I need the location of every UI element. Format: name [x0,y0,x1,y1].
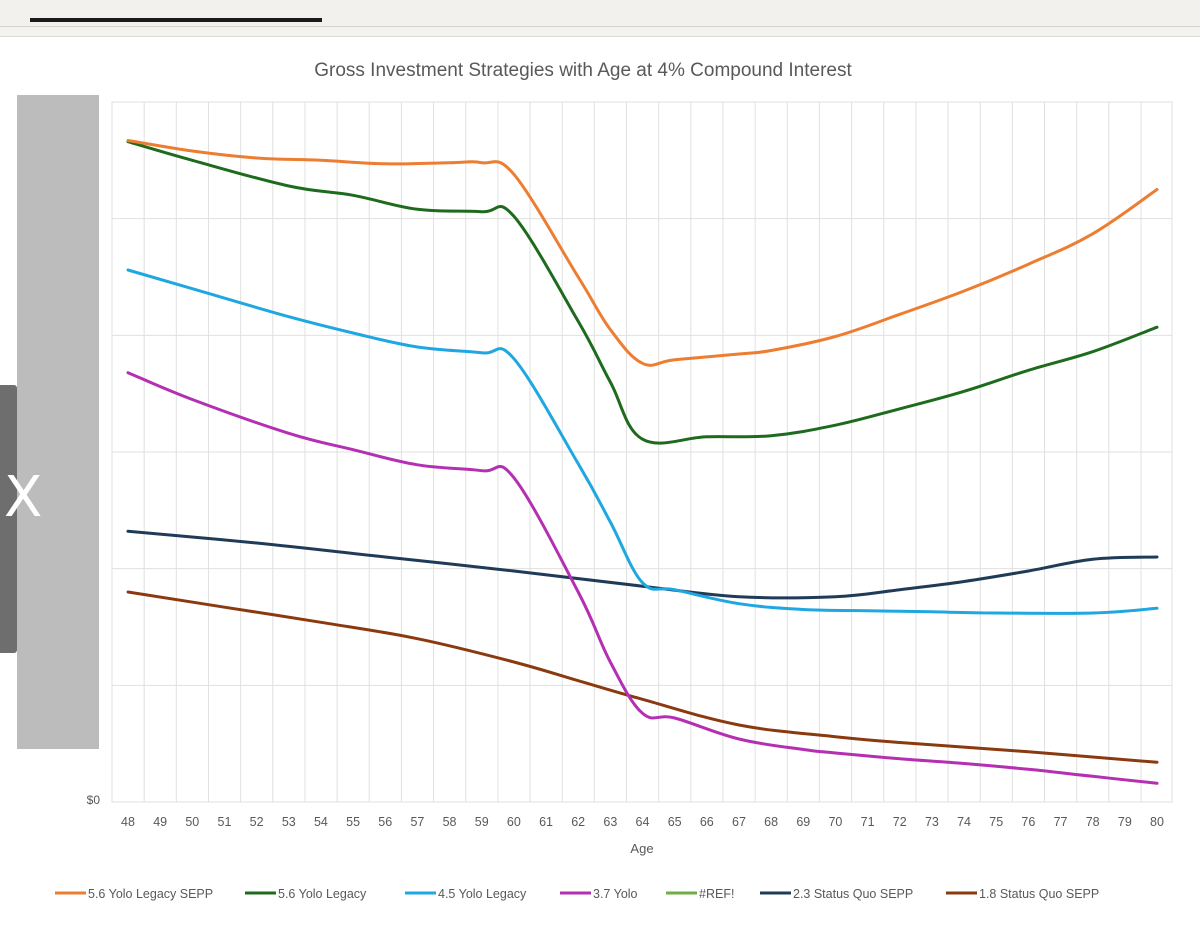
legend: 5.6 Yolo Legacy SEPP 5.6 Yolo Legacy 4.5 Y… [55,887,1099,901]
series-line-4-5-yolo-legacy [126,268,1159,615]
chart-title: Gross Investment Strategies with Age at … [314,60,852,81]
series-line-2-3-status-quo-sepp [126,529,1159,600]
x-tick-label: 66 [700,815,714,829]
x-tick-label: 64 [636,815,650,829]
plot-grid [111,101,1173,803]
x-axis-label: Age [630,841,653,856]
x-tick-label: 61 [539,815,553,829]
x-tick-label: 55 [346,815,360,829]
x-tick-label: 68 [764,815,778,829]
x-tick-label: 48 [121,815,135,829]
x-tick-label: 79 [1118,815,1132,829]
x-tick-label: 57 [410,815,424,829]
legend-label: 5.6 Yolo Legacy [278,887,367,901]
x-tick-label: 78 [1086,815,1100,829]
x-tick-label: 74 [957,815,971,829]
x-tick-label: 72 [893,815,907,829]
legend-label: 5.6 Yolo Legacy SEPP [88,887,213,901]
side-panel-overlay [17,95,99,749]
series-line-5-6-yolo-legacy [126,140,1159,445]
x-tick-label: 49 [153,815,167,829]
series-line-3-7-yolo [126,371,1159,785]
x-tick-label: 63 [603,815,617,829]
x-tick-label: 77 [1054,815,1068,829]
x-tick-label: 70 [828,815,842,829]
x-tick-label: 60 [507,815,521,829]
plot-border [111,101,1173,803]
x-tick-label: 80 [1150,815,1164,829]
side-x-glyph: X [4,465,43,530]
x-tick-label: 56 [378,815,392,829]
x-tick-label: 52 [250,815,264,829]
legend-label: #REF! [699,887,734,901]
x-tick-label: 76 [1021,815,1035,829]
tab-underline [30,18,322,22]
x-tick-label: 54 [314,815,328,829]
x-tick-label: 59 [475,815,489,829]
x-tick-label: 69 [796,815,810,829]
x-tick-label: 51 [218,815,232,829]
legend-label: 3.7 Yolo [593,887,638,901]
x-tick-labels: 48 49 50 51 52 53 54 55 56 57 58 59 60 61 62 63 64 65 66 67… [121,815,1164,829]
window-top-bar [0,0,1200,28]
series-lines [126,139,1159,785]
legend-label: 2.3 Status Quo SEPP [793,887,913,901]
x-tick-label: 75 [989,815,1003,829]
y-tick-label: $0 [87,793,101,807]
x-tick-label: 62 [571,815,585,829]
top-divider [0,26,1200,27]
x-tick-label: 67 [732,815,746,829]
series-line-5-6-yolo-legacy-sepp [126,139,1159,367]
series-line-1-8-status-quo-sepp [126,590,1159,764]
legend-label: 1.8 Status Quo SEPP [979,887,1099,901]
x-tick-label: 73 [925,815,939,829]
x-tick-label: 50 [185,815,199,829]
x-tick-label: 65 [668,815,682,829]
x-tick-label: 58 [443,815,457,829]
x-tick-label: 53 [282,815,296,829]
side-tab[interactable] [0,385,17,653]
x-tick-label: 71 [861,815,875,829]
chart-area [0,36,1200,932]
legend-label: 4.5 Yolo Legacy [438,887,527,901]
